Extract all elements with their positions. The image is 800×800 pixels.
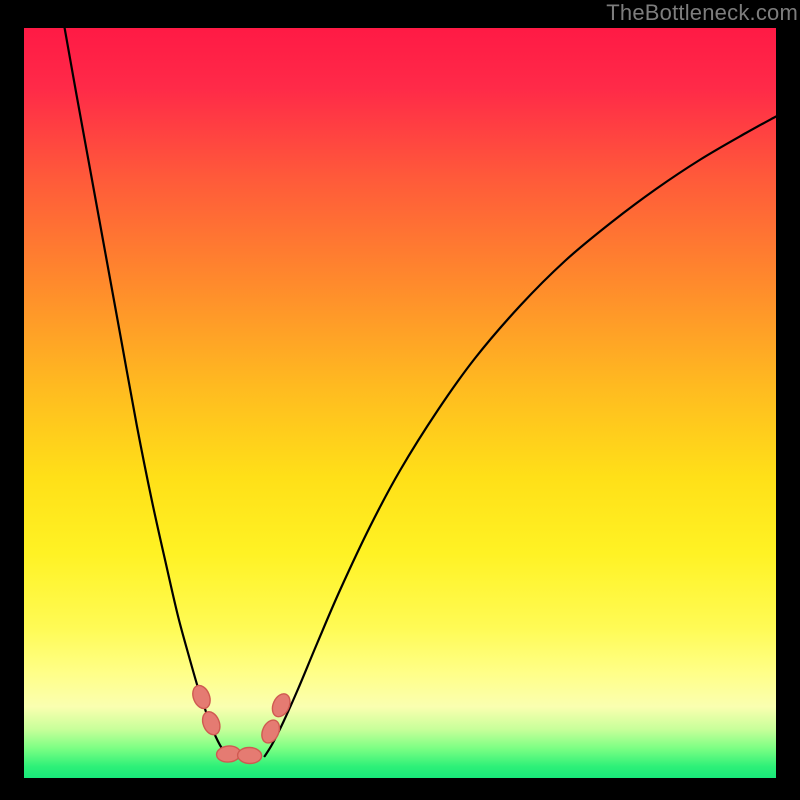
plot-background xyxy=(24,28,776,778)
watermark-text: TheBottleneck.com xyxy=(606,0,800,26)
marker-3 xyxy=(237,747,262,764)
bottleneck-curve-chart xyxy=(0,0,800,800)
chart-stage: TheBottleneck.com xyxy=(0,0,800,800)
